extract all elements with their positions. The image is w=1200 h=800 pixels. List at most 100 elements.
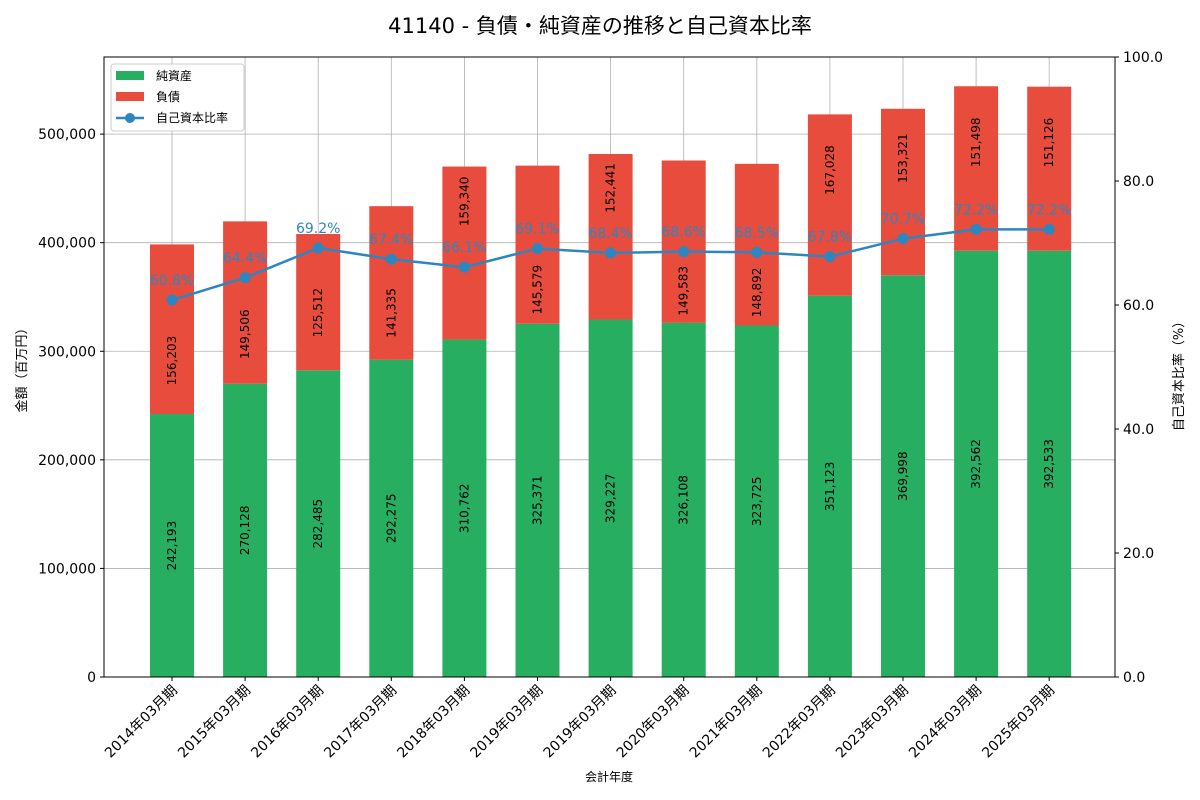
bar-equity bbox=[588, 319, 633, 677]
x-tick-label: 2021年03月期 bbox=[687, 683, 766, 762]
x-tick-label: 2025年03月期 bbox=[979, 683, 1058, 762]
ratio-marker bbox=[970, 223, 982, 235]
bar-liabilities bbox=[807, 114, 852, 296]
y-tick-label: 300,000 bbox=[38, 344, 96, 360]
equity-value-label: 323,725 bbox=[750, 476, 764, 526]
bar-equity bbox=[150, 414, 194, 677]
legend: 純資産 負債 自己資本比率 bbox=[110, 63, 245, 132]
legend-swatch-equity bbox=[116, 71, 144, 80]
equity-value-label: 392,562 bbox=[969, 439, 983, 489]
liabilities-value-label: 153,321 bbox=[896, 133, 910, 183]
y2-tick-label: 80.0 bbox=[1123, 174, 1154, 190]
bar-equity bbox=[369, 359, 414, 677]
y-tick-label: 0 bbox=[87, 670, 96, 686]
ratio-value-label: 66.1% bbox=[442, 240, 486, 256]
bar-equity bbox=[223, 383, 268, 677]
x-tick-label: 2024年03月期 bbox=[906, 683, 985, 762]
liabilities-value-label: 151,498 bbox=[969, 117, 983, 167]
y-tick-label: 500,000 bbox=[38, 127, 96, 143]
ratio-marker bbox=[1043, 223, 1055, 235]
plot-frame bbox=[103, 56, 1116, 678]
ratio-value-label: 69.1% bbox=[515, 222, 559, 238]
legend-label-ratio: 自己資本比率 bbox=[156, 110, 228, 125]
bar-liabilities bbox=[954, 86, 999, 251]
bar-equity bbox=[515, 323, 560, 677]
x-tick-label: 2022年03月期 bbox=[760, 683, 839, 762]
ratio-value-label: 72.2% bbox=[954, 202, 998, 218]
ratio-value-label: 68.4% bbox=[588, 226, 632, 242]
ratio-value-label: 70.7% bbox=[881, 212, 925, 228]
ratio-value-label: 67.8% bbox=[808, 230, 852, 246]
ratio-marker bbox=[239, 272, 251, 284]
ratio-line bbox=[166, 223, 1055, 306]
bar-liabilities bbox=[150, 244, 194, 415]
bar-equity bbox=[881, 275, 925, 677]
bar-equity bbox=[296, 370, 341, 677]
equity-value-label: 351,123 bbox=[823, 462, 837, 512]
ratio-value-label: 68.6% bbox=[661, 225, 705, 241]
liabilities-value-label: 149,583 bbox=[677, 266, 691, 316]
x-tick-label: 2019年03月期 bbox=[541, 683, 620, 762]
liabilities-value-label: 159,340 bbox=[457, 177, 471, 227]
ratio-value-label: 67.4% bbox=[369, 232, 413, 248]
ratio-value-label: 60.8% bbox=[150, 273, 194, 289]
ratio-marker bbox=[751, 246, 763, 258]
y2-tick-label: 20.0 bbox=[1123, 546, 1154, 562]
bar-equity bbox=[661, 322, 706, 677]
legend-swatch-ratio-marker bbox=[125, 113, 135, 123]
x-tick-label: 2015年03月期 bbox=[175, 683, 254, 762]
equity-value-label: 292,275 bbox=[384, 494, 398, 544]
ratio-marker bbox=[678, 246, 690, 258]
bars bbox=[150, 86, 1072, 677]
x-tick-label: 2020年03月期 bbox=[614, 683, 693, 762]
legend-label-equity: 純資産 bbox=[156, 68, 192, 83]
equity-value-label: 329,227 bbox=[604, 473, 618, 523]
bar-liabilities bbox=[881, 108, 925, 276]
liabilities-value-label: 141,335 bbox=[384, 288, 398, 338]
equity-value-label: 392,533 bbox=[1042, 439, 1056, 489]
bar-equity bbox=[954, 250, 999, 677]
bar-liabilities bbox=[369, 206, 414, 360]
equity-value-label: 310,762 bbox=[457, 483, 471, 533]
ratio-value-label: 69.2% bbox=[296, 221, 340, 237]
y2-tick-label: 60.0 bbox=[1123, 298, 1154, 314]
bar-liabilities bbox=[223, 221, 268, 384]
ratio-value-label: 72.2% bbox=[1027, 202, 1071, 218]
ratio-marker bbox=[312, 242, 324, 254]
bar-equity bbox=[734, 325, 779, 677]
chart-title: 41140 - 負債・純資産の推移と自己資本比率 bbox=[388, 14, 812, 38]
ratio-marker bbox=[897, 233, 909, 245]
ratio-marker bbox=[605, 247, 617, 259]
bar-liabilities bbox=[588, 153, 633, 320]
y-axis-label: 金額（百万円） bbox=[14, 321, 30, 412]
bar-liabilities bbox=[296, 233, 341, 371]
equity-value-label: 270,128 bbox=[238, 506, 252, 556]
equity-value-label: 325,371 bbox=[531, 476, 545, 526]
liabilities-value-label: 156,203 bbox=[165, 336, 179, 386]
liabilities-value-label: 149,506 bbox=[238, 309, 252, 359]
bar-liabilities bbox=[1027, 86, 1072, 251]
ratio-marker bbox=[385, 253, 397, 265]
liabilities-value-label: 148,892 bbox=[750, 268, 764, 318]
x-tick-label: 2019年03月期 bbox=[468, 683, 547, 762]
ratio-marker bbox=[458, 261, 470, 273]
legend-swatch-liabilities bbox=[116, 92, 144, 101]
bar-equity bbox=[442, 339, 487, 677]
bar-equity bbox=[1027, 250, 1072, 677]
y2-tick-label: 0.0 bbox=[1123, 670, 1145, 686]
legend-label-liabilities: 負債 bbox=[156, 89, 180, 104]
x-tick-label: 2018年03月期 bbox=[394, 683, 473, 762]
liabilities-value-label: 151,126 bbox=[1042, 118, 1056, 168]
y2-tick-label: 40.0 bbox=[1123, 422, 1154, 438]
ratio-marker bbox=[166, 294, 178, 306]
bar-liabilities bbox=[661, 160, 706, 323]
data-labels: 242,193 156,203 270,128 149,506 282,485 125,5… bbox=[150, 117, 1072, 570]
bar-liabilities bbox=[442, 166, 487, 340]
y-tick-label: 200,000 bbox=[38, 453, 96, 469]
x-tick-label: 2017年03月期 bbox=[321, 683, 400, 762]
liabilities-value-label: 125,512 bbox=[311, 288, 325, 338]
liabilities-value-label: 167,028 bbox=[823, 145, 837, 195]
equity-value-label: 242,193 bbox=[165, 521, 179, 571]
equity-value-label: 326,108 bbox=[677, 475, 691, 525]
